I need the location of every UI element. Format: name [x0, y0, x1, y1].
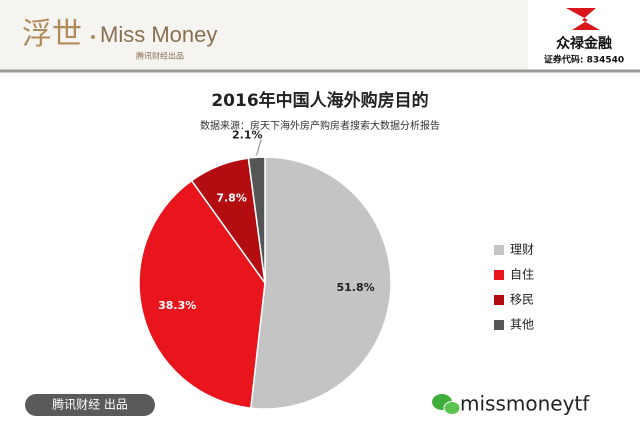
- pie: 51.8% 38.3% 7.8% 2.1%: [138, 128, 392, 410]
- legend-swatch: [494, 320, 504, 330]
- legend-swatch: [494, 245, 504, 255]
- chart-title: 2016年中国人海外购房目的: [211, 90, 428, 111]
- legend-swatch: [494, 270, 504, 280]
- pie-slice: [249, 156, 392, 410]
- partner-icon: [566, 8, 600, 30]
- legend-swatch: [494, 295, 504, 305]
- brand-cn: 浮世: [22, 17, 82, 52]
- pie-slice: [247, 156, 266, 284]
- legend-label: 其他: [510, 318, 534, 332]
- slice-label: 38.3%: [158, 299, 196, 312]
- footer-badge-text: 腾讯财经 出品: [52, 397, 128, 412]
- brand-dot: [91, 35, 95, 39]
- brand-en: Miss Money: [100, 22, 217, 47]
- brand-note: 腾讯财经出品: [136, 51, 184, 61]
- leader-line: [256, 139, 262, 156]
- chart-subtitle: 数据来源：房天下海外房产购房者搜索大数据分析报告: [200, 119, 440, 132]
- partner-name: 众禄金融: [556, 35, 612, 52]
- footer-account: missmoneytf: [460, 392, 590, 416]
- pie-slice: [138, 179, 266, 410]
- wechat-icon: [443, 401, 461, 415]
- slice-label: 51.8%: [336, 281, 374, 294]
- legend-label: 自住: [510, 268, 534, 282]
- slice-label: 2.1%: [232, 128, 263, 141]
- slice-label: 7.8%: [216, 192, 247, 205]
- footer-badge: [25, 394, 155, 416]
- legend-label: 移民: [510, 293, 534, 307]
- partner-code: 证券代码: 834540: [544, 54, 624, 66]
- legend-label: 理财: [510, 243, 534, 257]
